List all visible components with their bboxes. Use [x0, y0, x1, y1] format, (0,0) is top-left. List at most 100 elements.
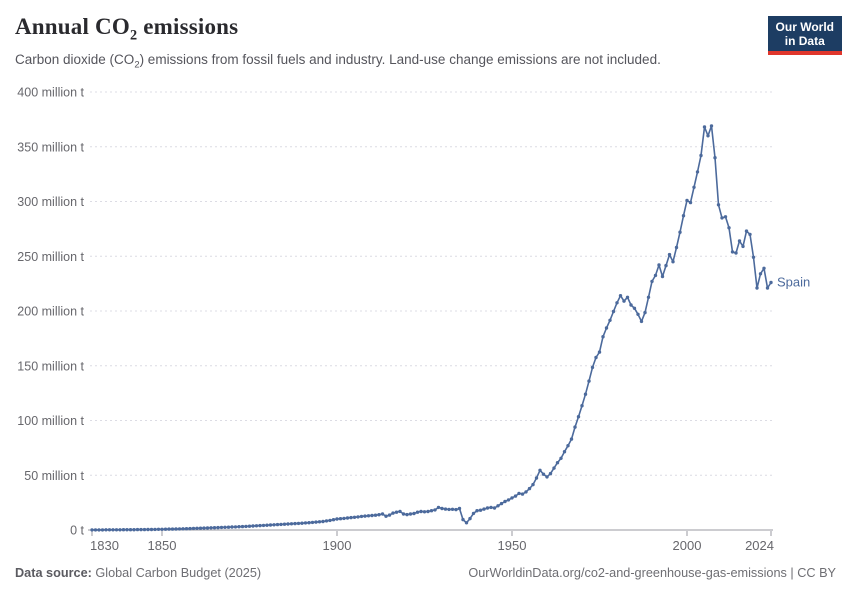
y-axis-tick-label: 400 million t: [17, 86, 84, 100]
data-point: [212, 526, 217, 530]
data-point: [531, 482, 535, 487]
data-point: [506, 498, 511, 502]
y-axis-tick-label: 50 million t: [24, 469, 84, 483]
canonical-url-link[interactable]: OurWorldinData.org/co2-and-greenhouse-ga…: [468, 566, 836, 580]
data-point: [251, 524, 255, 528]
data-point: [408, 512, 413, 516]
data-point: [499, 501, 504, 506]
data-point: [349, 515, 353, 520]
data-point: [139, 527, 143, 532]
chart-title-text: Annual CO: [15, 14, 130, 39]
data-point: [419, 509, 423, 514]
data-point: [611, 309, 616, 314]
chart-title-text-end: emissions: [137, 14, 239, 39]
data-point: [713, 156, 717, 160]
data-point: [135, 527, 140, 532]
data-point: [443, 507, 448, 511]
data-point: [118, 528, 122, 532]
data-point: [377, 513, 381, 517]
data-point: [755, 286, 759, 290]
data-point: [93, 528, 98, 532]
data-point: [678, 230, 682, 234]
x-axis-tick-label: 1830: [90, 538, 119, 553]
data-point: [391, 511, 395, 515]
data-point: [296, 521, 301, 526]
chart-header: Annual CO2 emissions Carbon dioxide (CO2…: [15, 14, 740, 70]
data-point: [272, 523, 276, 527]
data-point: [125, 528, 129, 532]
data-point: [398, 509, 402, 514]
data-point: [629, 303, 633, 307]
data-point: [177, 527, 182, 531]
owid-logo[interactable]: Our World in Data: [767, 16, 842, 55]
data-point: [716, 203, 721, 207]
y-axis-tick-label: 250 million t: [17, 250, 84, 264]
data-point: [422, 510, 427, 514]
data-point: [485, 506, 490, 510]
data-point: [730, 250, 735, 254]
data-point: [576, 415, 581, 419]
data-point: [433, 508, 437, 512]
data-point: [464, 521, 469, 525]
data-point: [275, 522, 280, 527]
data-point: [513, 494, 518, 498]
y-axis-tick-label: 300 million t: [17, 195, 84, 209]
data-point: [461, 517, 465, 522]
data-point: [170, 527, 175, 531]
data-point: [503, 499, 507, 504]
data-point: [244, 524, 248, 529]
data-point: [363, 514, 367, 518]
data-point: [646, 295, 651, 299]
data-point: [366, 514, 371, 518]
data-point: [632, 306, 637, 310]
data-point: [429, 509, 434, 513]
data-point: [412, 511, 416, 516]
data-point: [653, 273, 658, 278]
data-point: [167, 527, 171, 531]
data-point: [111, 528, 115, 532]
data-point: [552, 466, 556, 470]
chart-subtitle-subscript: 2: [134, 59, 140, 71]
data-point: [727, 226, 731, 230]
data-point: [660, 274, 665, 279]
data-point: [352, 515, 357, 519]
data-point: [335, 517, 339, 521]
data-point: [482, 507, 486, 511]
data-point: [527, 486, 532, 491]
data-point: [223, 525, 227, 529]
data-point: [559, 456, 563, 460]
data-point: [300, 521, 304, 525]
data-point: [338, 517, 343, 521]
chart-subtitle-text-end: ) emissions from fossil fuels and indust…: [139, 51, 661, 67]
data-point: [622, 299, 626, 303]
data-point: [566, 444, 570, 448]
data-point: [538, 468, 542, 472]
data-point: [583, 392, 588, 396]
data-point: [496, 504, 500, 508]
data-point: [741, 244, 745, 249]
y-axis-tick-label: 0 t: [70, 524, 84, 538]
chart-title: Annual CO2 emissions: [15, 14, 740, 45]
data-point: [671, 260, 675, 264]
data-point: [562, 450, 567, 454]
data-point: [328, 518, 332, 523]
y-axis-tick-label: 100 million t: [17, 414, 84, 428]
data-source-value: Global Carbon Budget (2025): [91, 566, 262, 580]
data-point: [688, 200, 693, 205]
data-point: [604, 326, 609, 330]
data-point: [723, 215, 728, 219]
data-point: [209, 526, 213, 530]
data-point: [356, 515, 360, 519]
data-point: [748, 232, 752, 237]
data-point: [744, 229, 749, 233]
data-point: [650, 279, 654, 284]
data-point: [114, 528, 119, 532]
data-point: [492, 506, 497, 510]
data-point: [233, 525, 238, 529]
data-point: [373, 513, 378, 517]
x-axis-tick-label: 1950: [498, 538, 527, 553]
data-point: [597, 350, 602, 354]
